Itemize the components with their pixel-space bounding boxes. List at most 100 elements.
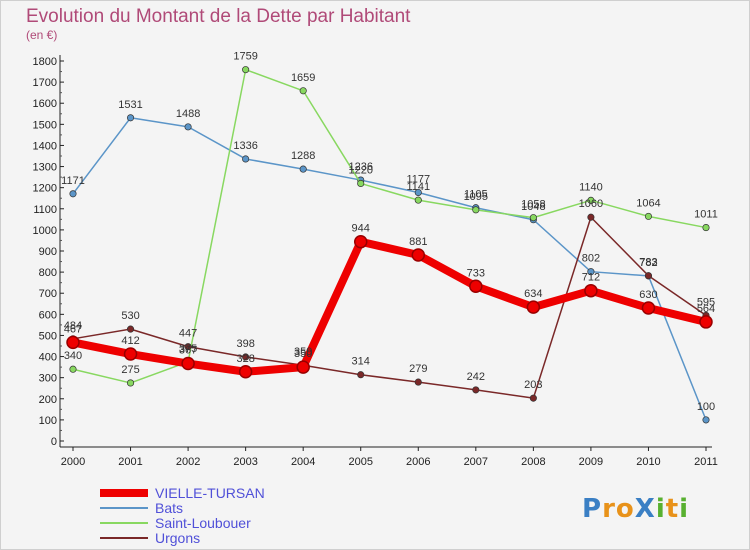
data-label-vielle-tursan: 412: [121, 335, 139, 347]
logo-letter: i: [679, 494, 689, 524]
logo-letter: r: [602, 494, 616, 524]
data-label-urgons: 203: [524, 379, 542, 391]
data-point-vielle-tursan: [411, 248, 426, 262]
data-point-saint-loubouer: [587, 196, 595, 204]
data-label-bats: 1531: [118, 99, 142, 111]
data-label-urgons: 242: [467, 371, 485, 383]
x-tick-label: 2008: [521, 456, 545, 468]
data-label-urgons: 359: [294, 346, 312, 358]
data-point-saint-loubouer: [414, 196, 422, 204]
data-point-bats: [299, 165, 307, 173]
series-line-bats: [72, 117, 707, 421]
x-tick-label: 2009: [579, 456, 603, 468]
data-label-bats: 1336: [233, 140, 257, 152]
legend-label-vielle-tursan: VIELLE-TURSAN: [155, 485, 265, 501]
data-point-vielle-tursan: [584, 283, 598, 298]
data-point-urgons: [242, 353, 250, 361]
data-label-vielle-tursan: 564: [697, 303, 715, 315]
x-tick-label: 2003: [233, 456, 257, 468]
data-label-saint-loubouer: 375: [179, 343, 197, 355]
data-point-saint-loubouer: [357, 179, 365, 187]
data-point-saint-loubouer: [529, 214, 537, 222]
y-tick-label: 300: [39, 373, 57, 385]
data-label-saint-loubouer: 1659: [291, 72, 315, 84]
data-point-vielle-tursan: [641, 301, 656, 315]
y-tick-label: 1200: [33, 183, 57, 195]
series-line-vielle-tursan: [69, 237, 710, 376]
data-label-vielle-tursan: 634: [524, 288, 542, 300]
data-point-bats: [126, 114, 135, 122]
legend-label-saint-loubouer: Saint-Loubouer: [155, 515, 251, 531]
x-tick-label: 2004: [291, 456, 315, 468]
data-point-vielle-tursan: [123, 347, 138, 361]
axes: 0 100 200 300 400 500 600 700 800 900 1000 1100 1200…: [33, 55, 718, 468]
chart-subtitle: (en €): [26, 28, 57, 42]
data-label-vielle-tursan: 712: [582, 272, 600, 284]
data-label-urgons: 314: [352, 356, 370, 368]
y-tick-label: 1100: [33, 204, 57, 216]
data-label-bats: 1177: [406, 174, 430, 186]
data-point-vielle-tursan: [699, 315, 713, 329]
y-tick-label: 1500: [33, 119, 57, 131]
y-tick-label: 400: [39, 352, 57, 364]
data-label-vielle-tursan: 733: [467, 267, 485, 279]
data-label-bats: 802: [582, 253, 600, 265]
series-layer: [66, 66, 713, 424]
data-label-saint-loubouer: 1759: [233, 51, 257, 63]
data-label-urgons: 530: [121, 310, 139, 322]
data-point-bats: [242, 155, 250, 163]
x-tick-label: 2007: [464, 456, 488, 468]
x-tick-label: 2005: [348, 456, 372, 468]
data-label-vielle-tursan: 944: [352, 223, 370, 235]
data-label-bats: 1048: [521, 201, 545, 213]
y-tick-label: 1800: [33, 56, 57, 68]
data-label-saint-loubouer: 1064: [636, 197, 660, 209]
data-point-vielle-tursan: [66, 335, 80, 350]
data-label-saint-loubouer: 1141: [406, 181, 430, 193]
data-label-urgons: 447: [179, 328, 197, 340]
data-point-urgons: [414, 378, 422, 386]
data-point-saint-loubouer: [69, 365, 77, 373]
x-tick-label: 2011: [694, 456, 718, 468]
logo-letter: i: [656, 494, 666, 524]
data-point-urgons: [126, 325, 135, 333]
y-tick-label: 1300: [33, 162, 57, 174]
y-tick-label: 100: [39, 415, 57, 427]
series-line-urgons: [72, 216, 707, 399]
data-point-saint-loubouer: [299, 87, 307, 95]
data-point-saint-loubouer: [644, 212, 653, 220]
data-label-saint-loubouer: 1011: [694, 209, 718, 221]
y-tick-label: 0: [51, 436, 57, 448]
proxiti-logo: ProXiti: [582, 494, 689, 524]
data-label-bats: 1288: [291, 150, 315, 162]
data-point-urgons: [472, 386, 480, 394]
y-tick-label: 800: [39, 267, 57, 279]
data-point-saint-loubouer: [242, 66, 250, 74]
data-label-bats: 100: [697, 401, 715, 413]
data-point-urgons: [644, 272, 653, 280]
data-point-vielle-tursan: [296, 360, 310, 374]
data-label-vielle-tursan: 367: [179, 345, 197, 357]
data-label-urgons: 398: [236, 338, 254, 350]
data-labels: 1171 1531 1488 1336 1288 1236 1177 1105 1048 802 7…: [61, 51, 718, 413]
data-label-vielle-tursan: 881: [409, 236, 427, 248]
data-label-saint-loubouer: 1058: [521, 199, 545, 211]
data-point-urgons: [587, 213, 595, 221]
logo-letter: o: [616, 494, 635, 524]
data-point-bats: [702, 416, 710, 424]
y-tick-label: 900: [39, 246, 57, 258]
logo-letter: P: [582, 494, 602, 524]
data-point-vielle-tursan: [526, 300, 541, 314]
data-label-urgons: 1060: [579, 198, 603, 210]
x-tick-label: 2006: [406, 456, 430, 468]
proxiti-logo-text: ProXiti: [582, 494, 689, 524]
legend-label-bats: Bats: [155, 500, 183, 516]
data-label-bats: 782: [639, 257, 657, 269]
data-label-saint-loubouer: 340: [64, 350, 82, 362]
data-point-vielle-tursan: [353, 234, 368, 249]
data-label-saint-loubouer: 1140: [579, 181, 603, 193]
data-point-vielle-tursan: [469, 279, 483, 294]
